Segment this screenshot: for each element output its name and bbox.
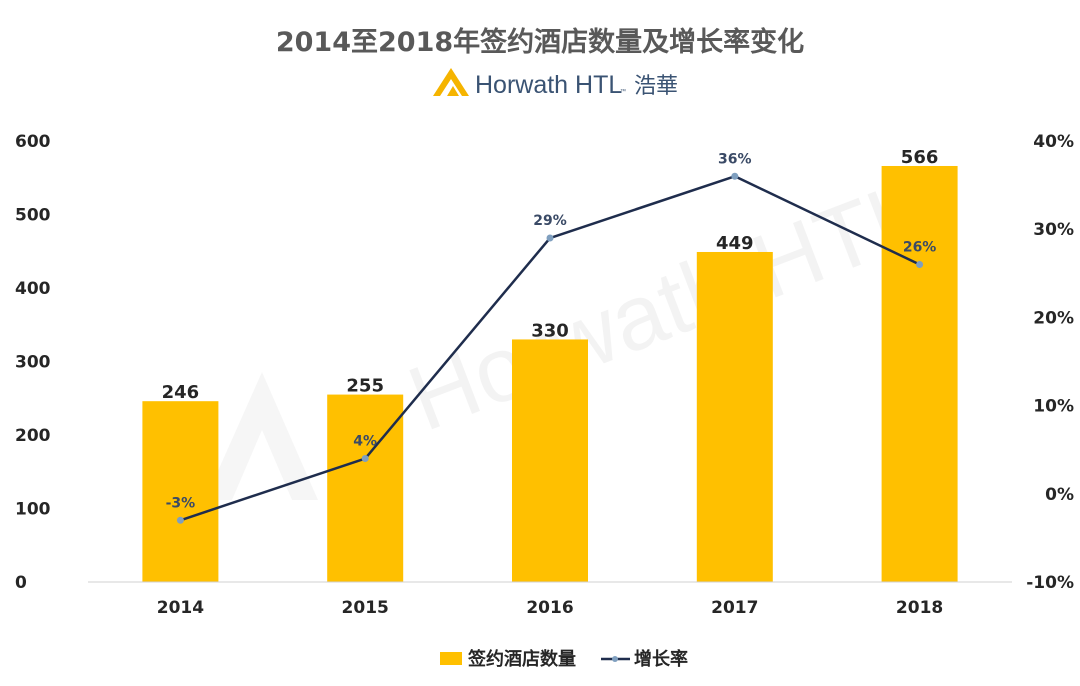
chart-title: 2014至2018年签约酒店数量及增长率变化 (276, 26, 804, 58)
left-tick-label: 500 (15, 206, 51, 226)
right-tick-label: -10% (1026, 573, 1074, 593)
left-tick-label: 300 (15, 353, 51, 373)
line-point (176, 516, 184, 524)
brand-logo: Horwath HTL ™ 浩華 (433, 68, 678, 99)
brand-name: Horwath HTL (475, 71, 622, 99)
bar-value-label: 246 (162, 382, 200, 403)
right-axis: -10% 0% 10% 20% 30% 40% (1026, 132, 1074, 593)
legend-bar-swatch (440, 652, 462, 665)
line-value-label: -3% (166, 495, 196, 511)
x-tick-label: 2015 (342, 598, 389, 618)
bar-value-label: 255 (346, 376, 384, 397)
x-tick-label: 2018 (896, 598, 943, 618)
line-labels: -3% 4% 29% 36% 26% (166, 151, 937, 511)
bar (327, 394, 404, 582)
left-tick-label: 200 (15, 426, 51, 446)
line-point (361, 455, 369, 463)
left-tick-label: 400 (15, 279, 51, 299)
bar (881, 165, 958, 583)
line-point (916, 260, 924, 268)
x-tick-label: 2014 (157, 598, 204, 618)
legend: 签约酒店数量 增长率 (440, 648, 688, 670)
brand-chinese-name: 浩華 (634, 74, 678, 99)
line-value-label: 29% (533, 213, 567, 229)
bar-value-label: 449 (716, 233, 754, 254)
x-axis: 2014 2015 2016 2017 2018 (157, 598, 944, 618)
legend-bar-label: 签约酒店数量 (467, 648, 576, 670)
right-tick-label: 0% (1045, 485, 1074, 505)
legend-line-marker (612, 656, 618, 662)
left-tick-label: 600 (15, 132, 51, 152)
right-tick-label: 30% (1033, 220, 1074, 240)
watermark-text: Horwath HTL (396, 161, 938, 450)
legend-line-label: 增长率 (634, 648, 688, 670)
line-point (546, 234, 554, 242)
line-value-label: 4% (353, 434, 377, 450)
line-series (176, 172, 924, 524)
bar (142, 401, 219, 582)
right-tick-label: 40% (1033, 132, 1074, 152)
bar-series (142, 165, 958, 583)
horwath-logo-icon (433, 68, 469, 96)
right-tick-label: 20% (1033, 308, 1074, 328)
bar (512, 339, 588, 582)
x-tick-label: 2017 (711, 598, 758, 618)
left-tick-label: 0 (15, 573, 27, 593)
bar-value-label: 566 (901, 147, 939, 168)
brand-trademark: ™ (620, 88, 626, 95)
x-tick-label: 2016 (526, 598, 573, 618)
right-tick-label: 10% (1033, 397, 1074, 417)
left-tick-label: 100 (15, 500, 51, 520)
bar-value-label: 330 (531, 320, 569, 341)
line-value-label: 26% (903, 239, 937, 255)
left-axis: 0 100 200 300 400 500 600 (15, 132, 51, 593)
bar (696, 251, 773, 583)
line-value-label: 36% (718, 151, 752, 167)
bar-labels: 246 255 330 449 566 (162, 147, 939, 403)
line-point (731, 172, 739, 180)
